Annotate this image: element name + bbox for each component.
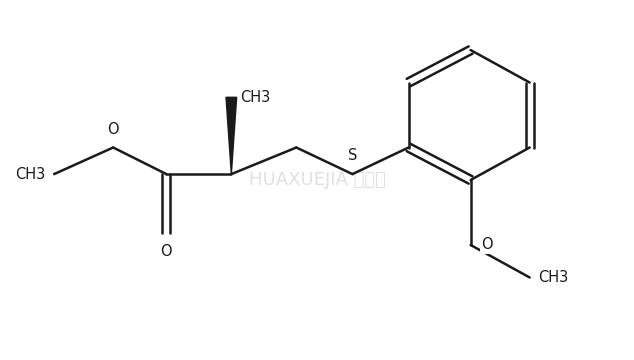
Text: HUAXUEJIA 化学加: HUAXUEJIA 化学加 <box>249 171 385 189</box>
Text: CH3: CH3 <box>15 167 45 181</box>
Text: CH3: CH3 <box>538 270 569 285</box>
Text: CH3: CH3 <box>240 90 271 105</box>
Text: O: O <box>160 244 172 259</box>
Text: S: S <box>348 148 357 163</box>
Text: O: O <box>481 238 493 252</box>
Polygon shape <box>226 97 236 174</box>
Text: O: O <box>107 122 119 137</box>
